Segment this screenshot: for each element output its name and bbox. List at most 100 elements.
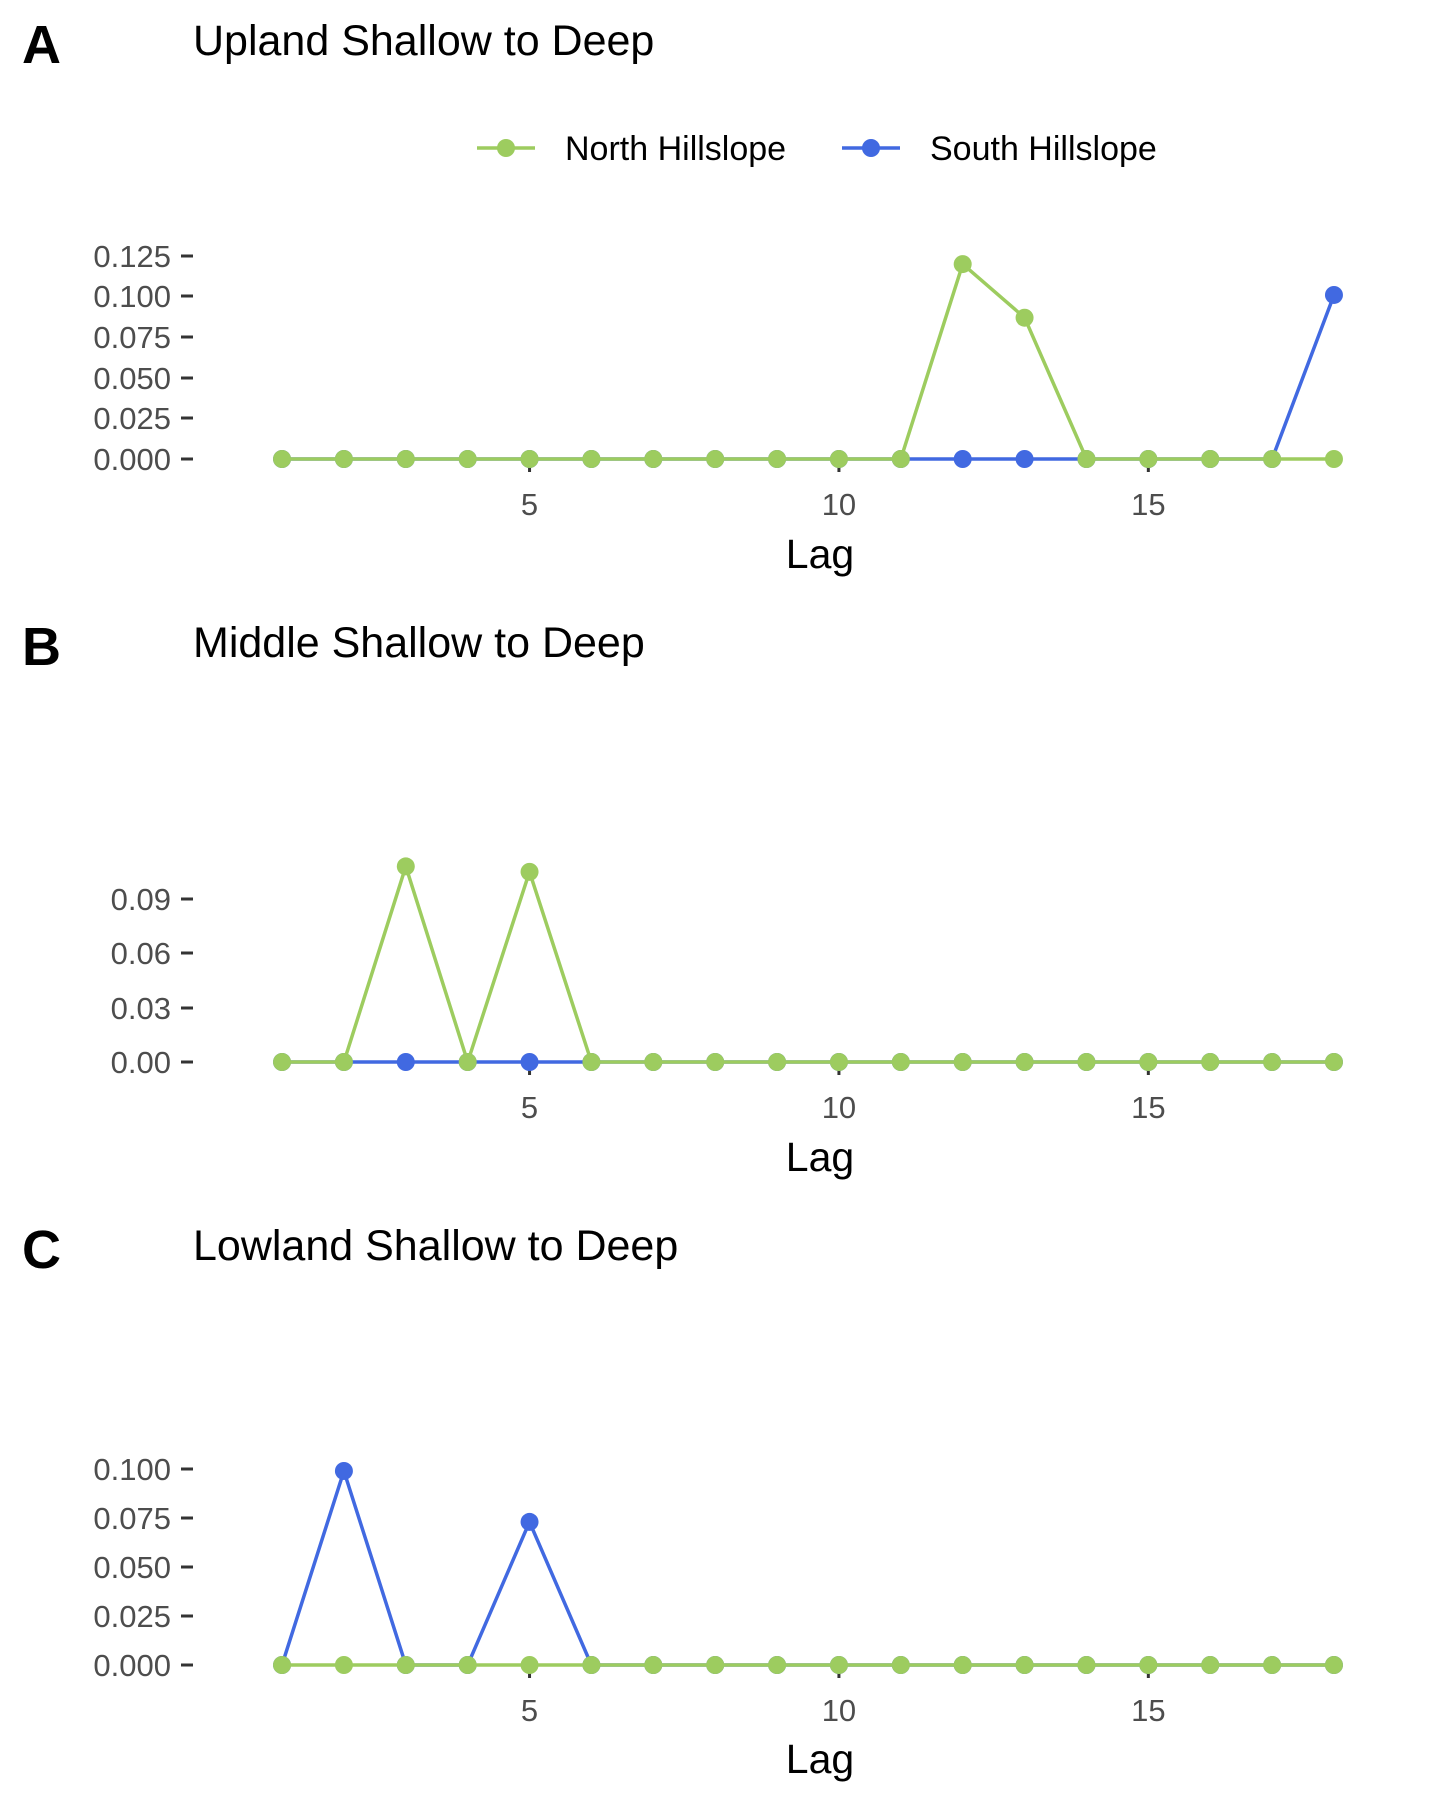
- data-point-south: [334, 1461, 353, 1480]
- x-tick-label: 5: [521, 1693, 538, 1728]
- panel-label-a: A: [22, 15, 61, 75]
- data-point-north: [829, 1053, 848, 1071]
- data-point-north: [458, 1053, 477, 1071]
- data-point-south: [953, 450, 972, 468]
- legend-item-north: North Hillslope: [477, 130, 786, 168]
- y-tick-label: 0.03: [111, 991, 171, 1026]
- y-tick-label: 0.09: [111, 882, 171, 917]
- data-point-north: [1324, 1656, 1343, 1674]
- data-point-north: [644, 450, 663, 468]
- data-point-north: [520, 1656, 539, 1674]
- x-tick-label: 5: [521, 1090, 538, 1125]
- data-point-north: [396, 857, 415, 876]
- data-point-north: [768, 450, 787, 468]
- plot-panel-c: 0.000 0.025 0.050 0.075 0.100 5 10 15 Lag: [93, 1452, 1343, 1782]
- data-point-north: [458, 450, 477, 468]
- legend-key-south-dot: [862, 139, 880, 157]
- data-point-north: [1263, 450, 1282, 468]
- y-tick-label: 0.000: [93, 1648, 171, 1683]
- x-tick-label: 5: [521, 487, 538, 522]
- data-point-north: [582, 1656, 601, 1674]
- data-point-north: [334, 450, 353, 468]
- data-point-north: [1077, 1053, 1096, 1071]
- data-point-north: [273, 1656, 292, 1674]
- data-point-north: [953, 1656, 972, 1674]
- x-axis-title: Lag: [786, 1736, 854, 1782]
- data-point-north: [891, 450, 910, 468]
- x-tick-label: 15: [1131, 1693, 1165, 1728]
- legend-item-south: South Hillslope: [842, 130, 1157, 168]
- y-tick-label: 0.025: [93, 401, 171, 436]
- panel-title-b: Middle Shallow to Deep: [193, 619, 645, 667]
- data-point-north: [644, 1656, 663, 1674]
- data-point-north: [1263, 1656, 1282, 1674]
- data-point-north: [1263, 1053, 1282, 1071]
- data-point-north: [396, 1656, 415, 1674]
- legend: North Hillslope South Hillslope: [477, 130, 1157, 168]
- data-point-north: [582, 450, 601, 468]
- data-point-south: [396, 1053, 415, 1071]
- data-point-north: [1324, 1053, 1343, 1071]
- x-axis-title: Lag: [786, 531, 854, 577]
- data-point-north: [644, 1053, 663, 1071]
- y-tick-label: 0.050: [93, 1550, 171, 1585]
- y-tick-label: 0.075: [93, 320, 171, 355]
- y-tick-label: 0.000: [93, 442, 171, 477]
- data-point-north: [1015, 1053, 1034, 1071]
- y-tick-label: 0.050: [93, 361, 171, 396]
- legend-label-south: South Hillslope: [930, 130, 1157, 168]
- data-point-north: [1201, 450, 1220, 468]
- data-point-north: [1139, 1656, 1158, 1674]
- x-tick-label: 10: [822, 487, 856, 522]
- y-tick-label: 0.125: [93, 239, 171, 274]
- data-point-north: [520, 862, 539, 881]
- series-line-south: [280, 1469, 1334, 1667]
- data-point-north: [829, 450, 848, 468]
- data-point-north: [334, 1656, 353, 1674]
- data-point-north: [1139, 450, 1158, 468]
- legend-key-north-dot: [497, 139, 515, 157]
- x-axis-title: Lag: [786, 1134, 854, 1180]
- data-point-north: [829, 1656, 848, 1674]
- data-point-north: [768, 1053, 787, 1071]
- plot-panel-a: 0.000 0.025 0.050 0.075 0.100 0.125 5 10 15 Lag: [93, 239, 1343, 577]
- data-point-south: [520, 1053, 539, 1071]
- data-point-north: [1139, 1053, 1158, 1071]
- data-point-north: [1201, 1656, 1220, 1674]
- data-point-north: [891, 1656, 910, 1674]
- data-point-north: [1077, 1656, 1096, 1674]
- data-point-north: [706, 1656, 725, 1674]
- y-tick-label: 0.075: [93, 1501, 171, 1536]
- y-tick-label: 0.06: [111, 936, 171, 971]
- data-point-north: [273, 1053, 292, 1071]
- series-line-north: [282, 262, 1334, 461]
- panel-label-b: B: [22, 617, 61, 677]
- data-point-north: [520, 450, 539, 468]
- data-point-north: [953, 1053, 972, 1071]
- data-point-north: [458, 1656, 477, 1674]
- data-point-north: [953, 255, 972, 274]
- x-tick-label: 15: [1131, 1090, 1165, 1125]
- x-tick-label: 10: [822, 1090, 856, 1125]
- data-point-south: [1015, 450, 1034, 468]
- panel-label-c: C: [22, 1220, 61, 1280]
- panel-title-a: Upland Shallow to Deep: [193, 17, 654, 65]
- data-point-north: [334, 1053, 353, 1071]
- y-tick-label: 0.100: [93, 1452, 171, 1487]
- data-point-north: [1201, 1053, 1220, 1071]
- panel-title-c: Lowland Shallow to Deep: [193, 1222, 678, 1270]
- data-point-north: [1324, 450, 1343, 468]
- series-line-north: [282, 864, 1334, 1064]
- data-point-south: [1324, 285, 1343, 304]
- y-tick-label: 0.00: [111, 1045, 171, 1080]
- data-point-south: [520, 1512, 539, 1531]
- y-tick-label: 0.100: [93, 279, 171, 314]
- data-point-north: [706, 1053, 725, 1071]
- series-line-south: [282, 294, 1336, 461]
- plot-panel-b: 0.00 0.03 0.06 0.09 5 10 15 Lag: [111, 857, 1343, 1180]
- y-tick-label: 0.025: [93, 1599, 171, 1634]
- data-point-north: [396, 450, 415, 468]
- data-point-north: [273, 450, 292, 468]
- data-point-north: [891, 1053, 910, 1071]
